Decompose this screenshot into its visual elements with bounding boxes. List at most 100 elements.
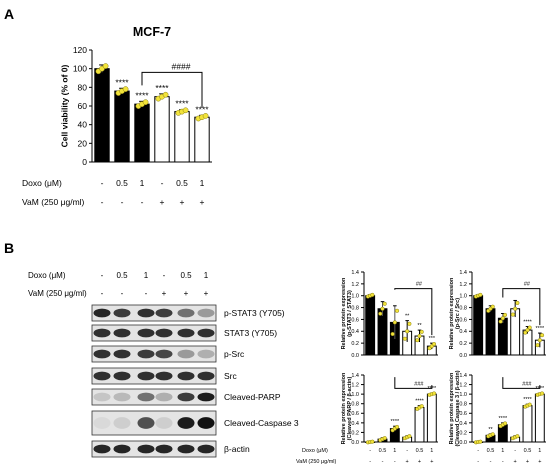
blot-band <box>197 328 215 338</box>
data-point <box>102 63 109 69</box>
y-tick-label: 1.4 <box>351 373 359 379</box>
data-point <box>182 107 189 114</box>
significance-label: **** <box>523 397 532 403</box>
data-point <box>500 316 505 321</box>
bar <box>534 393 545 443</box>
data-point <box>415 338 420 343</box>
doxo-value: 1 <box>200 178 205 188</box>
significance-label: **** <box>155 83 169 93</box>
blot-vam-value: + <box>162 289 167 298</box>
blot-band <box>197 371 215 381</box>
blot-label: p-STAT3 (Y705) <box>224 308 285 318</box>
bar <box>134 103 150 163</box>
blot-band <box>197 308 215 318</box>
y-tick-label: 0.6 <box>351 317 359 323</box>
doxo-value: - <box>101 178 104 188</box>
bar <box>485 308 496 356</box>
data-point <box>402 336 407 341</box>
data-point <box>370 292 375 297</box>
significance-label: **** <box>536 386 545 392</box>
data-point <box>478 439 483 444</box>
blot-band <box>177 308 195 318</box>
blot-band <box>113 417 131 429</box>
quant-doxo-value: 1 <box>393 448 396 454</box>
doxo-value: 0.5 <box>116 178 128 188</box>
quant-doxo-value: - <box>514 448 516 454</box>
y-axis-label-unit: (Cleaved Caspase 3 / β-actin) <box>455 370 461 446</box>
y-tick-label: 120 <box>73 45 87 55</box>
y-tick-label: 0.8 <box>459 305 467 311</box>
y-tick-label: 0.4 <box>459 421 467 427</box>
data-point <box>390 331 395 337</box>
data-point <box>419 404 424 409</box>
blot-band <box>155 444 173 454</box>
y-tick-label: 1.2 <box>351 282 359 288</box>
blot-band <box>177 349 195 359</box>
y-tick-label: 0.6 <box>459 317 467 323</box>
y-tick-label: 0.4 <box>459 329 467 335</box>
blot-label: β-actin <box>224 444 250 454</box>
blot-band <box>137 308 155 318</box>
y-tick-label: 0.6 <box>351 411 359 417</box>
y-tick-label: 0.2 <box>459 341 467 347</box>
doxo-value: 0.5 <box>176 178 188 188</box>
blot-label: STAT3 (Y705) <box>224 328 277 338</box>
bar <box>414 407 425 443</box>
quant-vam-value: - <box>394 459 396 465</box>
blot-band <box>177 328 195 338</box>
quant-vam-value: + <box>406 459 409 465</box>
quant-doxo-value: 0.5 <box>379 448 387 454</box>
y-tick-label: 0.0 <box>351 440 359 446</box>
blot-band <box>113 371 131 381</box>
blot-band <box>113 392 131 402</box>
data-point <box>407 434 412 439</box>
quant-doxo-value: - <box>406 448 408 454</box>
blot-band <box>93 444 111 454</box>
bar <box>365 295 376 356</box>
significance-label: **** <box>175 99 189 109</box>
significance-label: **** <box>195 104 209 114</box>
quant-doxo-value: 0.5 <box>524 448 532 454</box>
data-point <box>510 312 515 317</box>
data-point <box>527 325 532 330</box>
quant-doxo-value: 0.5 <box>416 448 424 454</box>
chart-title: MCF-7 <box>133 25 171 39</box>
y-axis-label-unit: (Cleaved PARP / β-actin) <box>347 376 353 440</box>
blot-label: Cleaved-Caspase 3 <box>224 418 299 428</box>
y-tick-label: 40 <box>78 120 88 130</box>
y-tick-label: 80 <box>78 82 88 92</box>
vam-value: + <box>200 197 205 207</box>
significance-bracket <box>141 71 203 108</box>
data-point <box>523 330 528 335</box>
y-tick-label: 1.0 <box>459 294 467 300</box>
y-tick-label: 1.4 <box>459 373 467 379</box>
blot-band <box>155 392 173 402</box>
blot-band <box>197 392 215 402</box>
bar <box>94 68 110 163</box>
blot-band <box>113 444 131 454</box>
y-tick-label: 0.8 <box>459 402 467 408</box>
vam-value: + <box>160 197 165 207</box>
blot-band <box>93 308 111 318</box>
doxo-row-label: Doxo (μM) <box>22 178 62 188</box>
data-point <box>417 333 422 339</box>
panel-a-label: A <box>4 6 15 22</box>
significance-label: *** <box>429 336 436 342</box>
blot-band <box>137 392 155 402</box>
bar <box>114 90 130 163</box>
blot-doxo-value: 0.5 <box>116 271 128 280</box>
data-point <box>395 424 400 429</box>
bracket-label: ## <box>524 282 531 288</box>
blot-band <box>177 371 195 381</box>
quant-vam-value: - <box>382 459 384 465</box>
blot-label: Src <box>224 371 238 381</box>
blot-doxo-value: - <box>163 271 166 280</box>
data-point <box>405 329 410 334</box>
bracket-label: ### <box>522 381 532 387</box>
quant-doxo-value: - <box>477 448 479 454</box>
blot-band <box>137 349 155 359</box>
blot-band <box>197 417 215 429</box>
vam-value: - <box>101 197 104 207</box>
data-point <box>498 319 503 324</box>
